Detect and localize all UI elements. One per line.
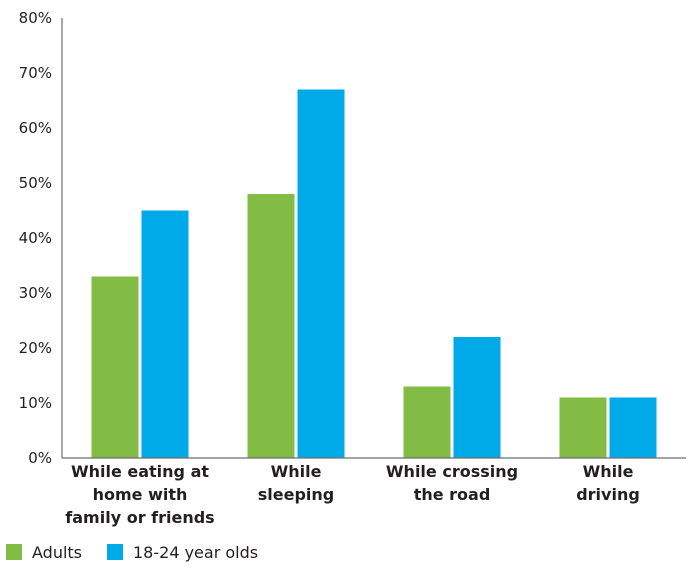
x-category-label-line: driving	[576, 485, 640, 504]
y-tick-label: 60%	[19, 119, 52, 137]
y-tick-label: 70%	[19, 64, 52, 82]
y-axis-ticks: 0% 10% 20% 30% 40% 50% 60% 70% 80%	[19, 9, 52, 467]
x-category-label-line: While eating at	[71, 462, 209, 481]
legend-swatch-0	[6, 544, 22, 560]
bar-18-24-year-olds-2	[453, 337, 501, 458]
legend-label: Adults	[32, 543, 82, 562]
y-tick-label: 20%	[19, 339, 52, 357]
bars	[91, 89, 657, 458]
y-tick-label: 40%	[19, 229, 52, 247]
legend: Adults 18-24 year olds	[6, 543, 258, 562]
x-category-label: While driving	[576, 462, 640, 504]
bar-adults-1	[247, 194, 295, 458]
x-category-label-line: While	[583, 462, 634, 481]
x-category-label-line: home with	[93, 485, 188, 504]
x-category-label-line: the road	[414, 485, 491, 504]
x-axis-labels: While eating at home with family or friend…	[65, 462, 640, 527]
x-category-label: While sleeping	[258, 462, 335, 504]
x-category-label-line: While	[271, 462, 322, 481]
bar-adults-2	[403, 386, 451, 458]
axes	[61, 18, 686, 459]
y-tick-label: 30%	[19, 284, 52, 302]
y-tick-label: 10%	[19, 394, 52, 412]
y-tick-label: 50%	[19, 174, 52, 192]
bar-18-24-year-olds-1	[297, 89, 345, 458]
x-category-label: While crossing the road	[386, 462, 518, 504]
x-category-label-line: family or friends	[65, 508, 214, 527]
x-category-label: While eating at home with family or friend…	[65, 462, 214, 527]
legend-swatch-1	[107, 544, 123, 560]
y-tick-label: 0%	[28, 449, 52, 467]
y-tick-label: 80%	[19, 9, 52, 27]
legend-label: 18-24 year olds	[133, 543, 258, 562]
x-category-label-line: sleeping	[258, 485, 335, 504]
x-category-label-line: While crossing	[386, 462, 518, 481]
bar-18-24-year-olds-0	[141, 210, 189, 458]
bar-18-24-year-olds-3	[609, 397, 657, 458]
bar-adults-0	[91, 276, 139, 458]
bar-adults-3	[559, 397, 607, 458]
